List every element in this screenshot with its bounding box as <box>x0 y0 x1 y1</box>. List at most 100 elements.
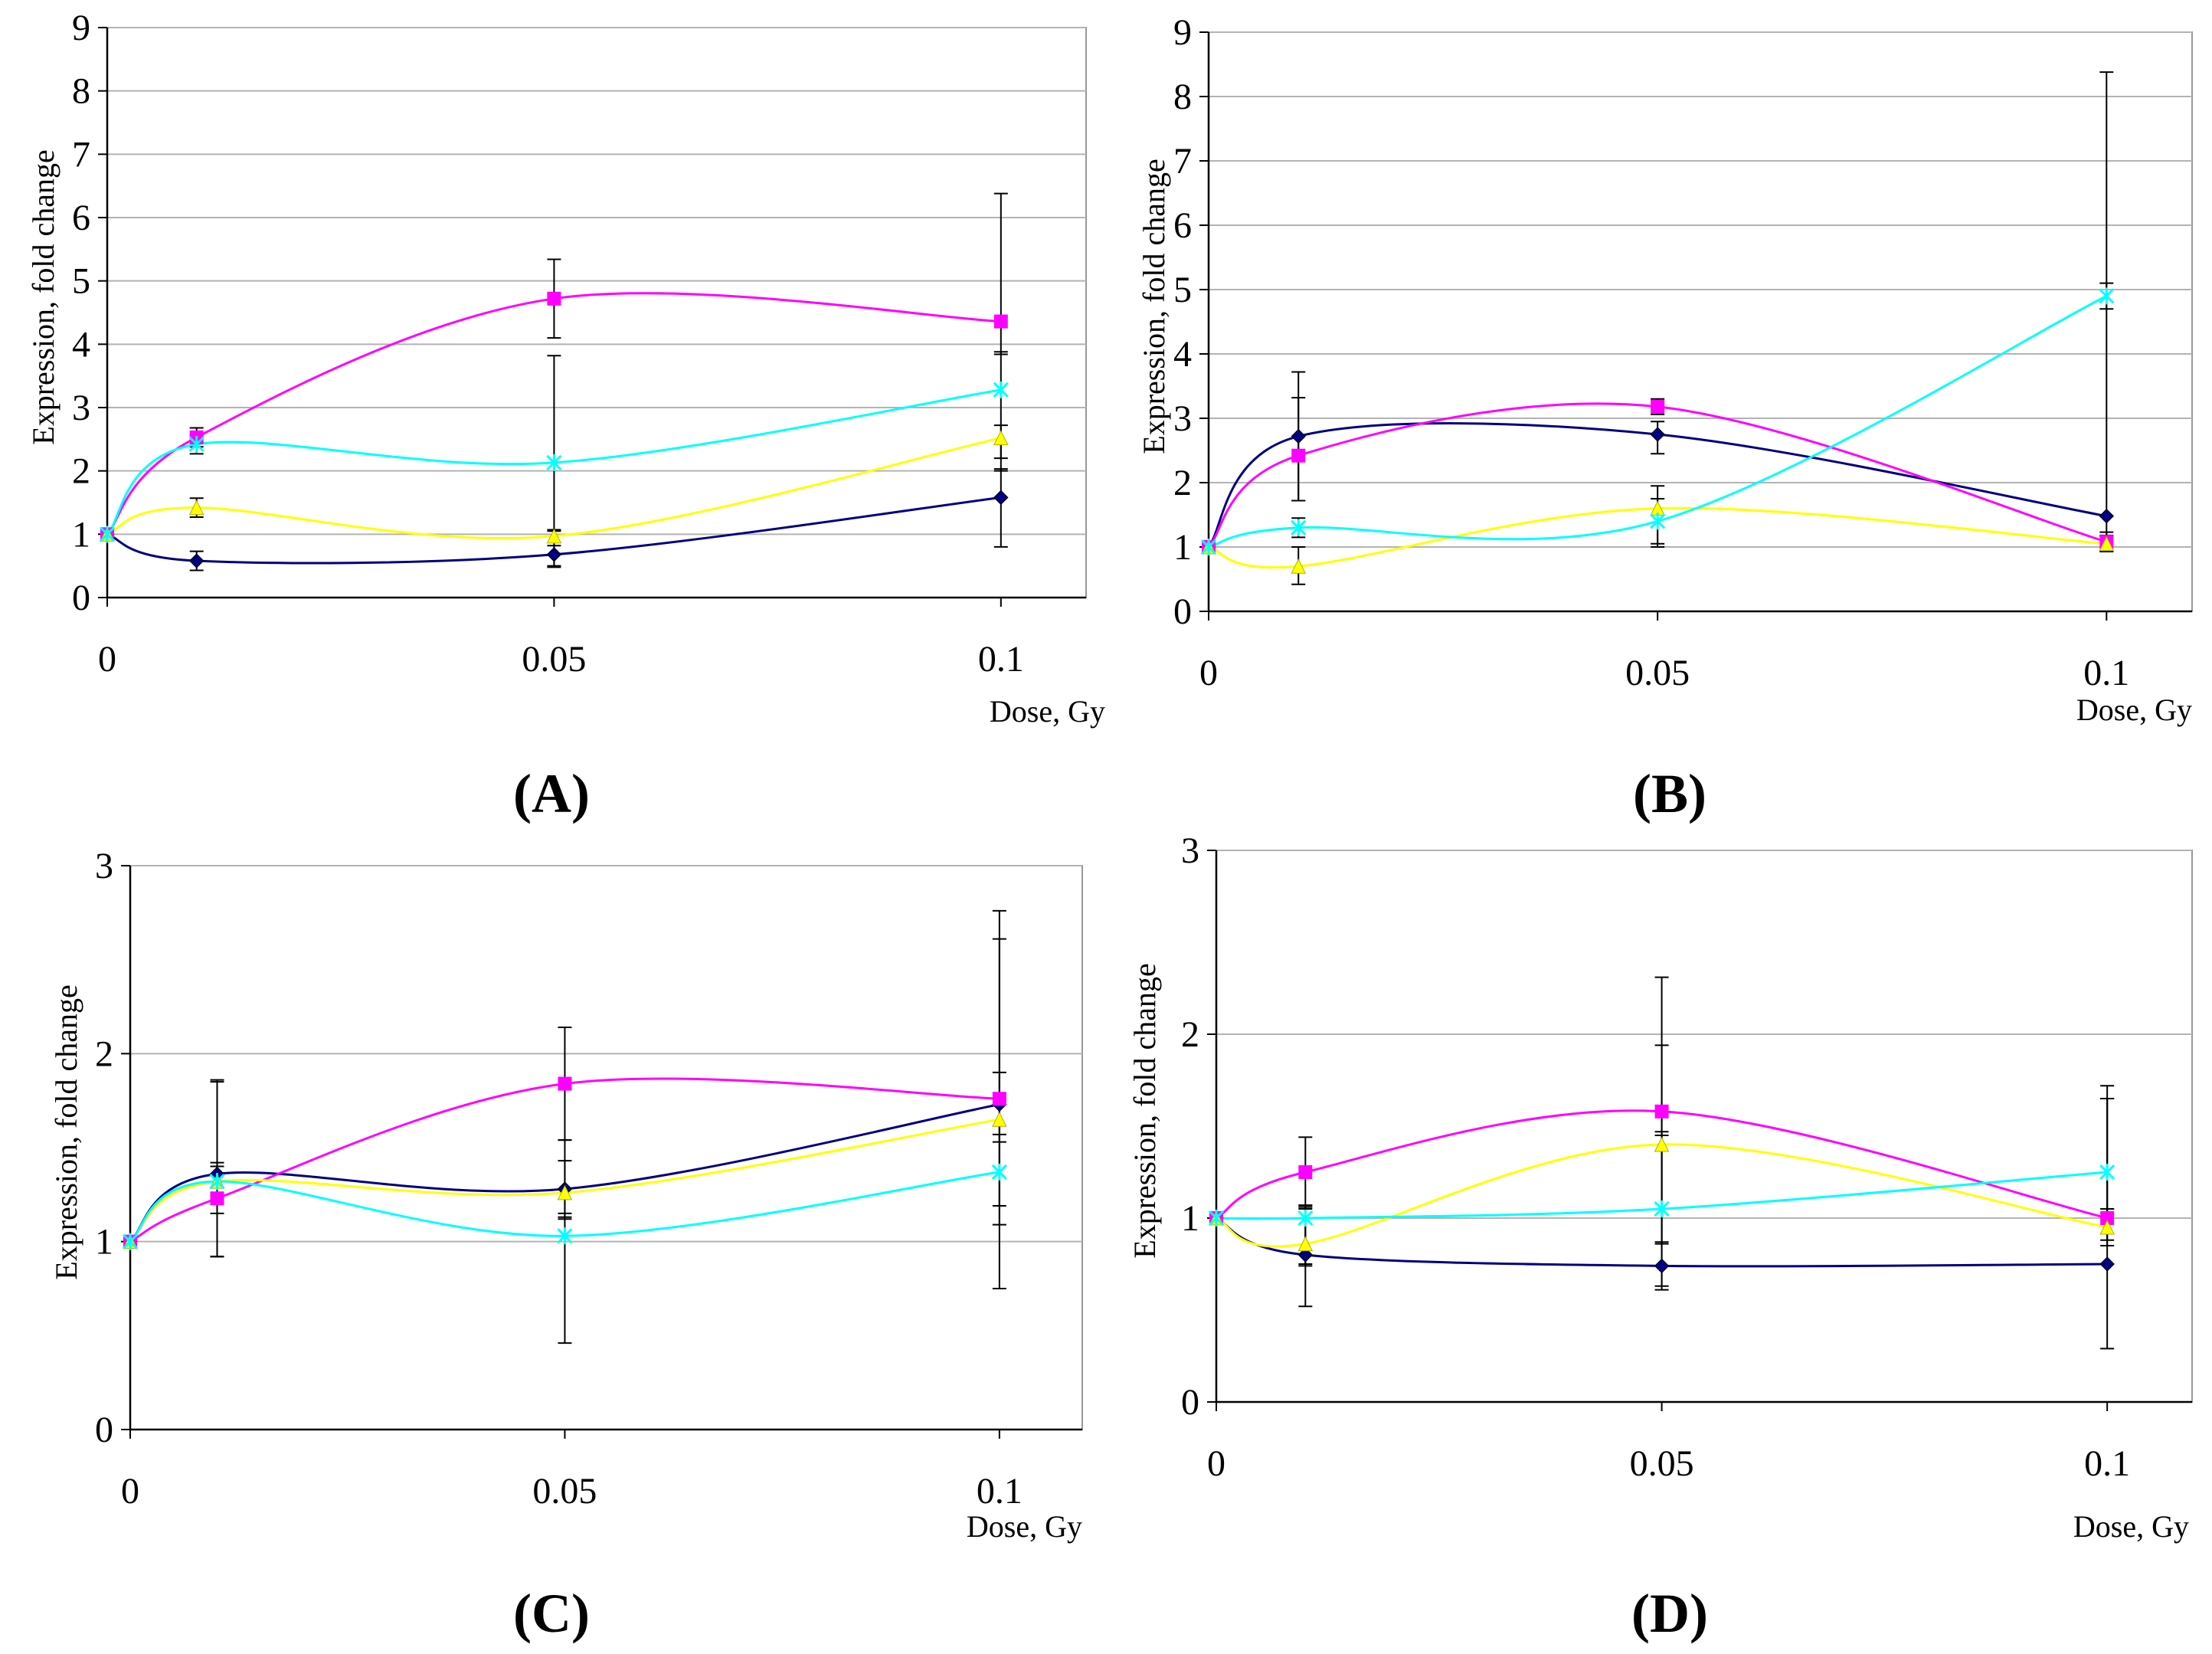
data-point-series-4 <box>188 435 205 453</box>
y-tick-label: 3 <box>1173 398 1192 439</box>
data-point-series-4 <box>993 381 1009 398</box>
data-point-series-4 <box>122 1233 139 1250</box>
data-point-series-2 <box>992 1092 1006 1106</box>
y-tick-label: 2 <box>1181 1014 1199 1055</box>
x-tick-label: 0.1 <box>2083 653 2129 693</box>
data-point-series-3 <box>992 1112 1007 1127</box>
data-point-series-4 <box>99 526 116 543</box>
y-tick-label: 0 <box>1181 1382 1199 1423</box>
y-tick-label: 0 <box>1173 591 1192 632</box>
x-tick-label: 0.05 <box>522 639 586 680</box>
data-point-series-4 <box>557 1227 573 1245</box>
data-point-series-1 <box>1650 427 1665 442</box>
y-tick-label: 2 <box>72 451 90 492</box>
y-axis-label: Expression, fold change <box>49 984 83 1279</box>
x-tick-label: 0 <box>121 1471 139 1512</box>
data-point-series-2 <box>1654 1104 1669 1118</box>
data-point-series-2 <box>210 1191 224 1206</box>
y-tick-label: 1 <box>1181 1198 1199 1239</box>
data-point-series-4 <box>1200 539 1217 555</box>
x-tick-label: 0.1 <box>978 639 1024 680</box>
data-point-series-2 <box>993 314 1008 329</box>
x-axis-label: Dose, Gy <box>967 1509 1082 1544</box>
y-tick-label: 0 <box>72 578 90 618</box>
data-point-series-1 <box>993 490 1009 506</box>
y-tick-label: 3 <box>1181 830 1199 871</box>
chart-panel-a: 0 1 2 3 4 5 6 7 8 9 0 0.05 0.1 Expression, fold chang… <box>26 8 1105 824</box>
data-point-series-3 <box>557 1184 573 1200</box>
series-line-2 <box>1216 1109 2108 1220</box>
data-point-series-4 <box>1297 1210 1314 1227</box>
data-point-series-4 <box>1650 513 1666 530</box>
data-point-series-3 <box>188 499 205 516</box>
x-tick-label: 0.05 <box>532 1471 597 1512</box>
data-point-series-3 <box>1654 1136 1670 1152</box>
series-line-1 <box>1207 422 2107 548</box>
y-axis-label: Expression, fold change <box>1137 159 1171 454</box>
y-tick-label: 4 <box>1173 334 1192 375</box>
error-bar <box>993 468 1008 548</box>
series-line-2 <box>129 1077 1000 1243</box>
series-line-3 <box>1208 506 2107 569</box>
data-point-series-1 <box>188 553 205 568</box>
x-tick-label: 0 <box>1199 653 1218 693</box>
series-line-4 <box>1216 1171 2108 1220</box>
y-tick-label: 2 <box>1173 463 1192 503</box>
data-point-series-3 <box>546 528 562 544</box>
data-point-series-3 <box>1291 558 1307 574</box>
series-line-2 <box>106 292 1001 536</box>
data-point-series-2 <box>1298 1165 1313 1179</box>
y-tick-label: 5 <box>1173 270 1192 310</box>
y-tick-label: 1 <box>72 514 90 555</box>
data-point-series-4 <box>1291 519 1307 536</box>
panel-label: (D) <box>1631 1583 1708 1644</box>
y-tick-label: 0 <box>95 1410 113 1450</box>
panel-label: (B) <box>1633 763 1706 824</box>
y-tick-label: 8 <box>72 71 90 112</box>
series-line-4 <box>129 1171 1000 1243</box>
data-point-series-2 <box>2100 1211 2115 1225</box>
error-bar <box>1654 1135 1669 1243</box>
error-bar <box>993 351 1008 472</box>
x-tick-label: 0.05 <box>1625 653 1690 693</box>
data-point-series-3 <box>2099 1219 2115 1235</box>
series-line-1 <box>106 496 1001 565</box>
error-bar <box>992 1133 1006 1289</box>
chart-panel-d: 0 1 2 3 0 0.05 0.1 Expression, fold change Dose,… <box>1127 830 2193 1644</box>
y-tick-label: 6 <box>1173 205 1192 246</box>
series-line-2 <box>1207 402 2107 549</box>
x-axis-label: Dose, Gy <box>2073 1509 2189 1544</box>
x-tick-label: 0 <box>98 639 116 680</box>
data-point-series-3 <box>993 430 1009 446</box>
data-point-series-1 <box>2099 508 2114 524</box>
y-tick-label: 3 <box>72 388 90 428</box>
plot-area <box>1216 850 2193 1403</box>
plot-area <box>1208 31 2193 612</box>
data-point-series-4 <box>546 454 562 471</box>
data-point-series-1 <box>546 547 562 562</box>
data-point-series-3 <box>1297 1236 1314 1252</box>
series-line-4 <box>1208 295 2107 549</box>
y-tick-label: 6 <box>72 198 90 238</box>
series-line-1 <box>129 1103 1000 1243</box>
y-tick-label: 1 <box>1173 527 1192 568</box>
data-point-series-4 <box>2099 287 2115 305</box>
chart-panel-c: 0 1 2 3 0 0.05 0.1 Expression, fold change Dose,… <box>49 846 1083 1644</box>
y-axis-label: Expression, fold change <box>26 149 61 444</box>
y-tick-label: 4 <box>72 324 90 365</box>
x-axis-label: Dose, Gy <box>990 694 1105 729</box>
data-point-series-2 <box>1651 399 1665 414</box>
data-point-series-2 <box>1291 448 1306 463</box>
y-tick-label: 7 <box>1173 141 1192 182</box>
y-tick-label: 7 <box>72 134 90 175</box>
data-point-series-1 <box>1297 1247 1314 1263</box>
error-bar <box>558 1139 572 1220</box>
data-point-series-3 <box>2099 536 2115 552</box>
y-tick-label: 8 <box>1173 77 1192 117</box>
data-point-series-4 <box>209 1173 225 1191</box>
data-point-series-2 <box>547 291 561 306</box>
data-point-series-1 <box>1654 1258 1670 1274</box>
y-tick-label: 9 <box>72 8 90 48</box>
y-tick-label: 1 <box>95 1222 113 1263</box>
